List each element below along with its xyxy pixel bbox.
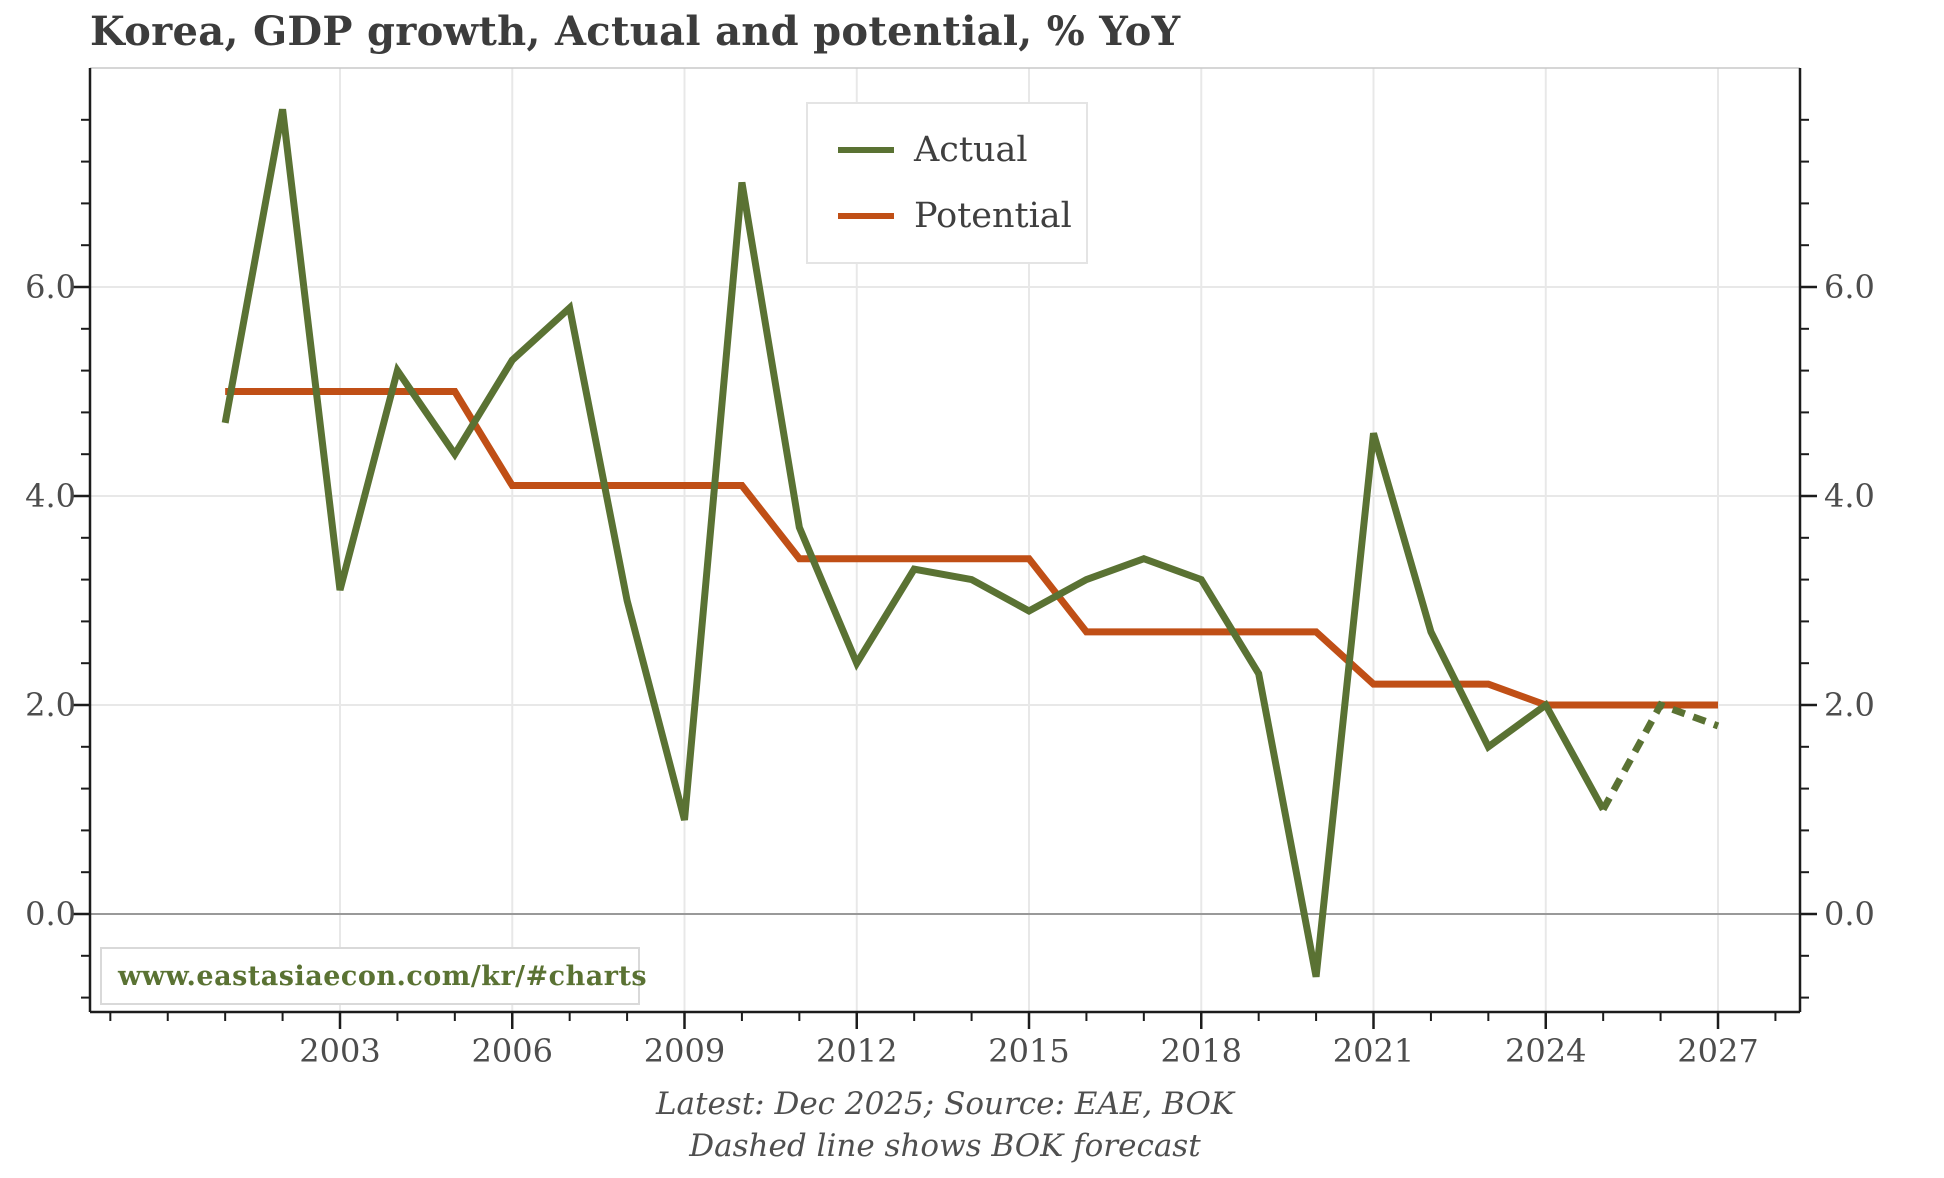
x-tick-label: 2024 [1505, 1032, 1587, 1070]
chart-title: Korea, GDP growth, Actual and potential,… [90, 8, 1181, 55]
series-actual [221, 108, 1607, 978]
y-tick-label-left: 0.0 [25, 895, 76, 933]
x-tick-label: 2021 [1332, 1032, 1415, 1070]
footer-forecast-note: Dashed line shows BOK forecast [689, 1128, 1201, 1164]
x-tick-label: 2003 [299, 1032, 381, 1070]
x-tick-label: 2015 [988, 1032, 1070, 1070]
potential-line-swatch [838, 213, 894, 219]
x-tick-label: 2018 [1160, 1032, 1242, 1070]
legend-label-actual: Actual [914, 130, 1028, 170]
y-tick-label-right: 6.0 [1824, 268, 1875, 306]
y-tick-label-left: 6.0 [25, 268, 76, 306]
y-tick-label-right: 2.0 [1824, 686, 1875, 724]
y-tick-label-left: 4.0 [25, 477, 76, 515]
x-tick-label: 2027 [1677, 1032, 1759, 1070]
y-tick-label-right: 0.0 [1824, 895, 1875, 933]
actual-line-swatch [838, 147, 894, 153]
x-tick-label: 2012 [816, 1032, 898, 1070]
footer-source-note: Latest: Dec 2025; Source: EAE, BOK [655, 1086, 1235, 1122]
y-tick-label-left: 2.0 [25, 686, 76, 724]
y-tick-label-right: 4.0 [1824, 477, 1875, 515]
legend-item-potential: Potential [838, 196, 1086, 236]
series-actual-bok-forecast [1600, 700, 1720, 812]
series-potential [225, 388, 1719, 709]
legend-item-actual: Actual [838, 130, 1086, 170]
watermark: www.eastasiaecon.com/kr/#charts [100, 947, 647, 1005]
legend-label-potential: Potential [914, 196, 1072, 236]
x-tick-label: 2009 [643, 1032, 726, 1070]
legend: Actual Potential [806, 102, 1088, 264]
x-tick-label: 2006 [471, 1032, 553, 1070]
